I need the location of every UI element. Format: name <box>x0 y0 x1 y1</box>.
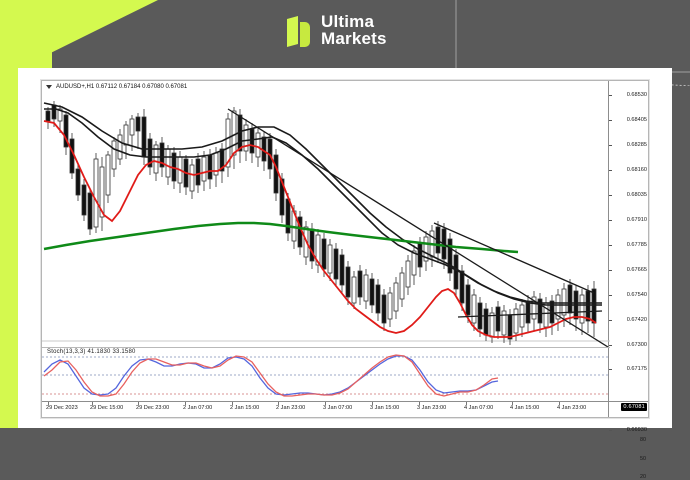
stochastic-label: Stoch(13,3,3) 41.1830 33.1580 <box>47 349 136 355</box>
stoch-d-line <box>43 354 499 397</box>
time-tick: 2 Jan 07:00 <box>183 405 213 411</box>
time-tick: 29 Dec 15:00 <box>90 405 124 411</box>
long-ma-line <box>43 221 519 254</box>
price-tick: 0.67175 <box>626 366 647 372</box>
current-price-badge: 0.67081 <box>621 403 647 411</box>
time-tick: 3 Jan 23:00 <box>417 405 447 411</box>
time-tick: 29 Dec 23:00 <box>136 405 170 411</box>
price-tick: 0.67665 <box>626 267 647 273</box>
time-tick: 4 Jan 15:00 <box>510 405 540 411</box>
price-axis: 0.68530 0.68405 0.68285 0.68160 0.68035 … <box>608 81 648 480</box>
candlestick-series <box>45 101 597 345</box>
stochastic-pane[interactable] <box>42 348 610 402</box>
time-tick: 29 Dec 2023 <box>46 405 78 411</box>
descending-resistance-line <box>227 108 609 347</box>
symbol-ohlc-label: AUDUSD+,H1 0.67112 0.67184 0.67080 0.670… <box>56 84 188 90</box>
ultima-markets-logo: Ultima Markets <box>287 13 387 47</box>
logo-wordmark: Ultima Markets <box>321 13 387 47</box>
time-tick: 4 Jan 07:00 <box>464 405 494 411</box>
time-tick: 4 Jan 23:00 <box>557 405 587 411</box>
chart-symbol-header[interactable]: AUDUSD+,H1 0.67112 0.67184 0.67080 0.670… <box>42 81 648 93</box>
time-axis: 29 Dec 2023 29 Dec 15:00 29 Dec 23:00 2 … <box>42 401 648 417</box>
stochastic-svg <box>42 354 610 397</box>
price-tick: 0.68530 <box>626 92 647 98</box>
fast-ma-line <box>43 120 597 338</box>
price-tick: 0.68035 <box>626 192 647 198</box>
stoch-k-line <box>43 355 499 396</box>
wedge-lower-line <box>457 310 603 318</box>
mt4-chart-window[interactable]: AUDUSD+,H1 0.67112 0.67184 0.67080 0.670… <box>41 80 649 480</box>
price-tick: 0.67420 <box>626 317 647 323</box>
price-tick: 0.67540 <box>626 292 647 298</box>
logo-line-1: Ultima <box>321 12 375 31</box>
logo-bars-icon <box>287 13 313 47</box>
time-tick: 3 Jan 07:00 <box>323 405 353 411</box>
price-tick: 0.67300 <box>626 342 647 348</box>
price-tick: 0.68160 <box>626 167 647 173</box>
stoch-level-80: 80 <box>640 437 646 443</box>
price-chart-svg <box>42 101 610 347</box>
mid-ma-line <box>43 102 602 306</box>
time-tick: 2 Jan 15:00 <box>230 405 260 411</box>
logo-line-2: Markets <box>321 29 387 48</box>
time-tick: 3 Jan 15:00 <box>370 405 400 411</box>
price-tick: 0.67910 <box>626 217 647 223</box>
time-tick: 2 Jan 23:00 <box>276 405 306 411</box>
stoch-level-20: 20 <box>640 474 646 480</box>
price-pane[interactable] <box>42 93 610 347</box>
wedge-upper-line <box>433 222 595 294</box>
price-tick: 0.66930 <box>626 427 647 433</box>
pane-divider <box>42 347 610 348</box>
price-tick: 0.68285 <box>626 142 647 148</box>
price-tick: 0.68405 <box>626 117 647 123</box>
stoch-level-50: 50 <box>640 456 646 462</box>
price-tick: 0.67785 <box>626 242 647 248</box>
chevron-down-icon[interactable] <box>46 85 52 89</box>
